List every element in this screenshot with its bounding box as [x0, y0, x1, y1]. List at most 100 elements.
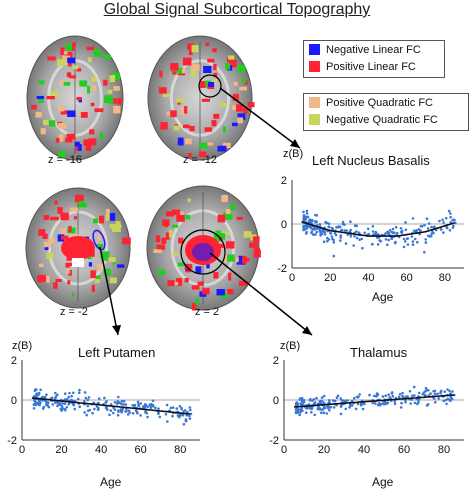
- data-point: [305, 209, 309, 213]
- data-point: [439, 389, 443, 393]
- activation-voxel: [91, 76, 97, 82]
- legend-label: Positive Linear FC: [326, 60, 416, 73]
- data-point: [371, 230, 375, 233]
- activation-voxel: [176, 278, 183, 286]
- activation-voxel: [38, 96, 44, 103]
- activation-voxel: [184, 106, 188, 114]
- data-point: [139, 402, 143, 405]
- activation-voxel: [205, 42, 210, 46]
- plot-xlabel-putamen: Age: [100, 475, 122, 489]
- data-point: [402, 237, 406, 241]
- activation-voxel: [225, 209, 231, 215]
- data-point: [302, 210, 305, 214]
- activation-voxel: [93, 49, 101, 57]
- data-point: [67, 395, 70, 399]
- data-point: [309, 226, 313, 230]
- data-point: [387, 238, 390, 242]
- data-point: [442, 399, 446, 403]
- activation-voxel: [232, 122, 238, 127]
- data-point: [326, 239, 329, 243]
- activation-voxel: [65, 43, 72, 51]
- data-point: [344, 399, 348, 402]
- ventricle: [72, 258, 84, 267]
- data-point: [312, 402, 316, 405]
- activation-voxel: [83, 139, 92, 146]
- activation-voxel: [39, 263, 44, 267]
- data-point: [375, 394, 378, 398]
- activation-voxel: [216, 289, 225, 296]
- activation-voxel: [211, 120, 217, 127]
- activation-voxel: [55, 138, 60, 143]
- data-point: [387, 232, 390, 236]
- data-point: [339, 239, 342, 242]
- data-point: [406, 395, 409, 398]
- x-tick-label: 0: [289, 272, 295, 284]
- data-point: [65, 406, 69, 409]
- activation-voxel: [40, 128, 46, 135]
- data-point: [401, 395, 404, 399]
- data-point: [136, 400, 140, 404]
- data-point: [70, 394, 73, 398]
- activation-voxel: [96, 244, 104, 248]
- arrow-putamen: [99, 246, 119, 336]
- data-point: [330, 235, 334, 238]
- activation-voxel: [236, 216, 243, 220]
- data-point: [97, 401, 100, 405]
- data-point: [309, 219, 313, 222]
- scatter-plot-thalamus: 0 20 40 60 80-202: [269, 355, 464, 456]
- data-point: [106, 408, 109, 411]
- y-tick-label: 2: [281, 175, 287, 187]
- activation-voxel: [57, 123, 67, 129]
- activation-voxel: [242, 256, 247, 264]
- data-point: [105, 400, 108, 403]
- brain-slice-4: [146, 185, 261, 311]
- data-point: [448, 389, 451, 393]
- data-point: [371, 225, 375, 228]
- data-point: [73, 407, 76, 411]
- data-point: [164, 413, 168, 416]
- activation-voxel: [218, 243, 225, 248]
- data-point: [304, 411, 308, 414]
- data-point: [318, 223, 322, 226]
- activation-voxel: [96, 263, 102, 272]
- data-point: [426, 403, 430, 406]
- data-point: [449, 392, 452, 395]
- data-point: [453, 218, 456, 222]
- data-point: [411, 243, 415, 246]
- data-point: [54, 391, 57, 395]
- data-point: [37, 403, 41, 406]
- activation-voxel: [90, 270, 96, 279]
- data-point: [325, 236, 329, 240]
- data-point: [355, 395, 359, 399]
- activation-voxel: [68, 270, 72, 276]
- x-tick-label: 0: [19, 444, 25, 456]
- data-point: [371, 401, 374, 405]
- activation-voxel: [35, 111, 43, 118]
- data-point: [322, 394, 326, 398]
- data-point: [332, 406, 336, 409]
- activation-voxel: [92, 85, 96, 91]
- data-point: [310, 231, 313, 235]
- activation-voxel: [73, 216, 77, 220]
- legend-item-positive-linear: Positive Linear FC: [304, 58, 444, 75]
- data-point: [339, 412, 343, 416]
- data-point: [355, 230, 358, 233]
- data-point: [63, 402, 67, 405]
- data-point: [417, 391, 421, 395]
- data-point: [358, 238, 361, 241]
- data-point: [139, 414, 142, 417]
- data-point: [391, 394, 395, 398]
- activation-voxel: [254, 248, 261, 254]
- data-point: [451, 390, 454, 393]
- data-point: [86, 398, 90, 402]
- data-point: [46, 401, 50, 404]
- data-point: [47, 405, 51, 409]
- activation-voxel: [48, 237, 55, 244]
- activation-voxel: [67, 110, 76, 117]
- activation-voxel: [207, 142, 214, 146]
- data-point: [449, 212, 452, 215]
- data-point: [355, 236, 359, 240]
- data-point: [394, 225, 398, 229]
- activation-voxel: [60, 212, 69, 221]
